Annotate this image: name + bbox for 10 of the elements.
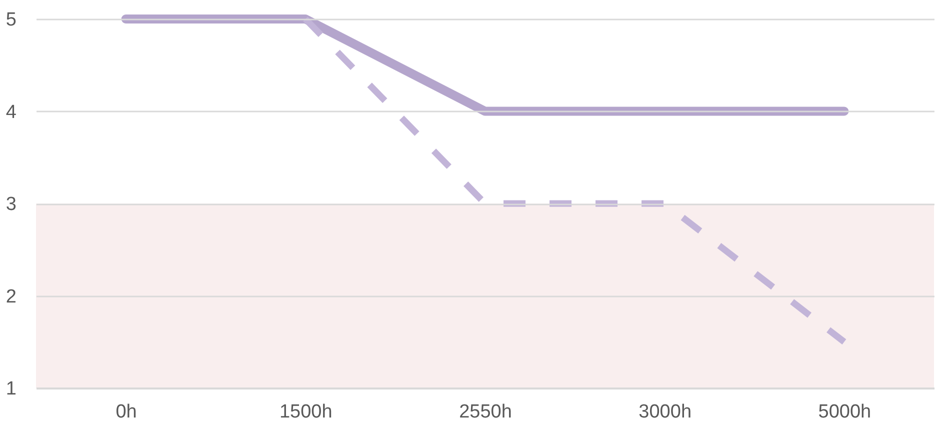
x-tick-label: 1500h xyxy=(279,402,332,422)
y-tick-label: 1 xyxy=(6,378,16,400)
y-tick-label: 4 xyxy=(6,102,17,123)
y-tick-label: 5 xyxy=(6,10,16,30)
y-tick-label: 3 xyxy=(6,194,16,215)
x-tick-label: 5000h xyxy=(818,402,872,422)
y-tick-label: 2 xyxy=(6,286,16,308)
x-tick-label: 0h xyxy=(116,402,137,422)
x-tick-label: 3000h xyxy=(638,402,692,422)
x-tick-label: 2550h xyxy=(459,402,512,422)
